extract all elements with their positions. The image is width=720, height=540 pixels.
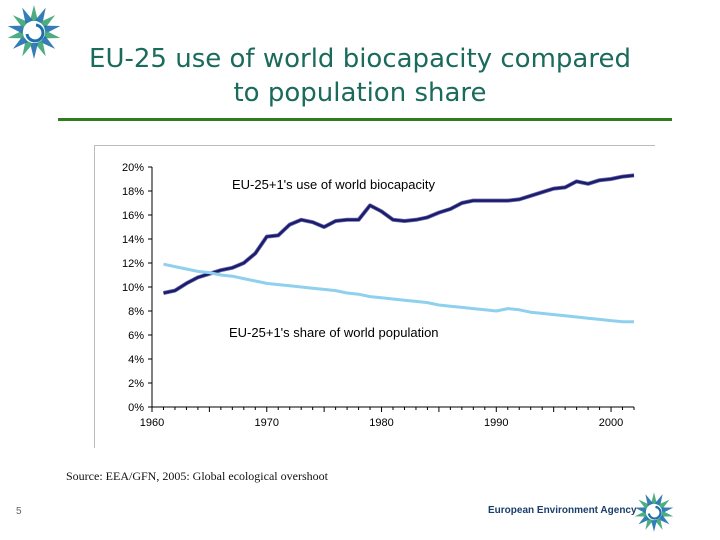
chart-series: [163, 173, 635, 324]
y-tick-label: 18%: [122, 186, 144, 198]
y-tick-label: 4%: [128, 354, 144, 366]
eea-sun-logo-icon: [7, 5, 61, 59]
x-tick-label: 1960: [140, 417, 164, 429]
y-tick-label: 12%: [122, 258, 144, 270]
y-tick-label: 20%: [122, 162, 144, 174]
page-number: 5: [16, 506, 22, 517]
line-chart: 0% 2% 4% 6% 8% 10% 12% 14% 16% 18% 20% 1960 1970 198…: [122, 162, 635, 429]
eea-sun-logo-icon: [634, 492, 674, 532]
series-line-population: [163, 262, 634, 324]
x-tick-label: 1980: [369, 417, 393, 429]
series-label-population: EU-25+1's share of world population: [229, 325, 439, 340]
source-note: Source: EEA/GFN, 2005: Global ecological…: [66, 469, 328, 483]
y-axis-ticks: 0% 2% 4% 6% 8% 10% 12% 14% 16% 18% 20%: [122, 162, 152, 414]
y-tick-label: 0%: [128, 402, 144, 414]
chart-axes: [151, 167, 634, 408]
series-line-biocapacity: [163, 174, 635, 295]
agency-name: European Environment Agency: [488, 505, 637, 516]
y-tick-label: 2%: [128, 378, 144, 390]
y-tick-label: 8%: [128, 306, 144, 318]
chart-frame: [94, 145, 655, 448]
y-tick-label: 16%: [122, 210, 144, 222]
title-underline: [58, 118, 672, 121]
x-tick-label: 1990: [484, 417, 508, 429]
y-tick-label: 10%: [122, 282, 144, 294]
x-axis-ticks: 1960 1970 1980 1990 2000: [140, 407, 635, 429]
series-label-biocapacity: EU-25+1's use of world biocapacity: [232, 177, 436, 192]
x-tick-label: 1970: [255, 417, 279, 429]
x-tick-label: 2000: [599, 417, 623, 429]
series-labels: EU-25+1's use of world biocapacity EU-25+…: [229, 177, 439, 340]
slide-title: EU-25 use of world biocapacity compared t…: [89, 44, 631, 108]
y-tick-label: 14%: [122, 234, 144, 246]
y-tick-label: 6%: [128, 330, 144, 342]
